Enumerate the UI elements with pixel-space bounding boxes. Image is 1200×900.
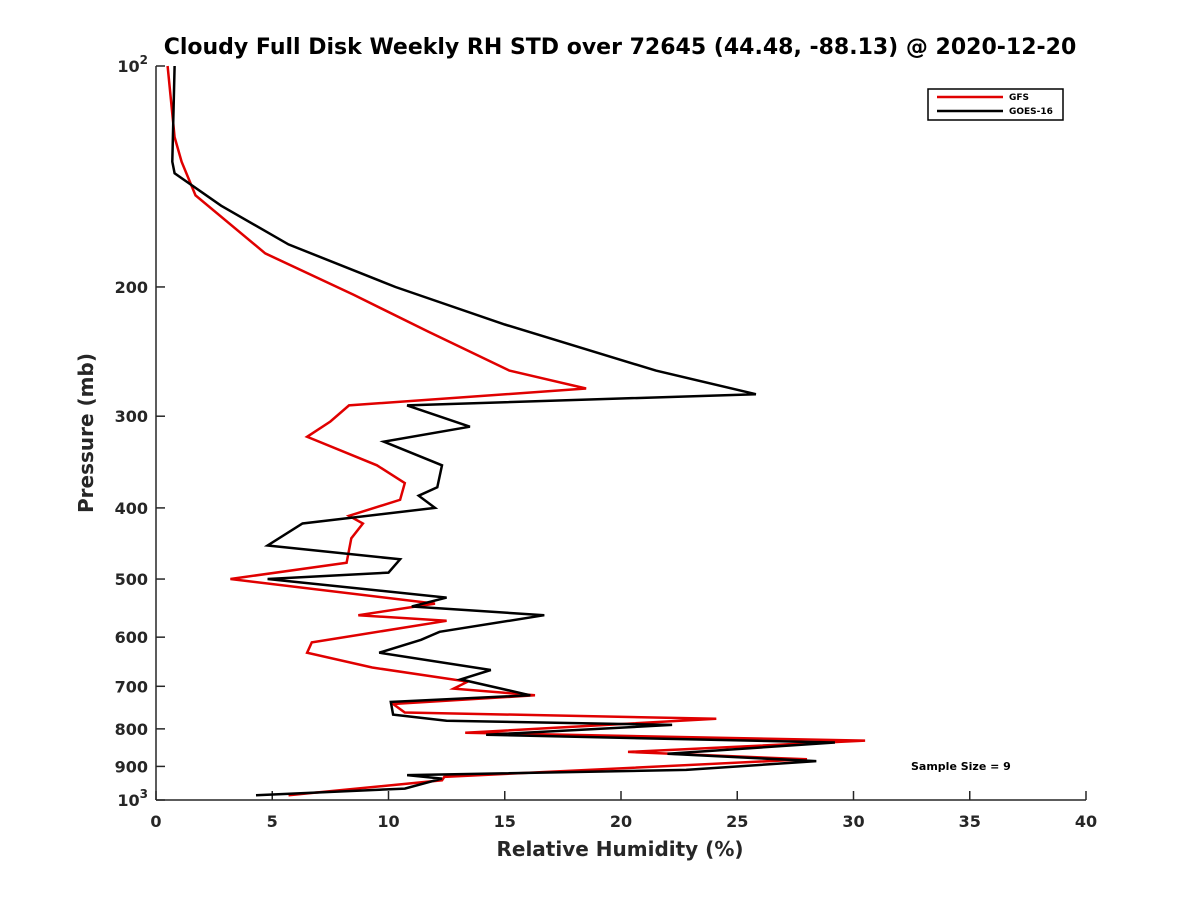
y-tick-label-exponent: 2 <box>140 53 148 67</box>
y-tick-label: 300 <box>115 407 148 426</box>
x-tick-label: 5 <box>267 812 278 831</box>
y-tick-label-base: 10 <box>117 791 139 810</box>
x-tick-label: 25 <box>726 812 748 831</box>
y-tick-label: 102 <box>117 53 148 76</box>
y-tick-label: 800 <box>115 720 148 739</box>
y-tick-label: 200 <box>115 278 148 297</box>
series-line-goes16 <box>171 65 835 797</box>
x-axis-label: Relative Humidity (%) <box>496 837 743 861</box>
y-tick-label: 400 <box>115 499 148 518</box>
sample-size-annotation: Sample Size = 9 <box>911 760 1011 773</box>
x-tick-label: 20 <box>610 812 632 831</box>
y-tick-label: 700 <box>115 677 148 696</box>
y-tick-label-base: 10 <box>117 57 139 76</box>
y-tick-label-exponent: 3 <box>140 787 148 801</box>
plot-axes <box>155 66 1086 801</box>
x-tick-label: 40 <box>1075 812 1097 831</box>
x-axis-ticks: 0 5 10 15 20 25 30 35 40 <box>150 791 1097 831</box>
x-tick-label: 30 <box>842 812 864 831</box>
chart-title: Cloudy Full Disk Weekly RH STD over 7264… <box>164 35 1077 60</box>
series-layer <box>166 65 866 797</box>
legend-label-goes16: GOES-16 <box>1009 107 1053 117</box>
legend: GFS GOES-16 <box>927 88 1064 121</box>
y-tick-label: 103 <box>117 787 148 810</box>
series-line-gfs <box>166 65 866 797</box>
y-tick-label: 900 <box>115 757 148 776</box>
x-tick-label: 10 <box>377 812 399 831</box>
x-tick-label: 0 <box>150 812 161 831</box>
y-tick-label: 500 <box>115 570 148 589</box>
legend-label-gfs: GFS <box>1009 93 1029 103</box>
legend-box <box>927 88 1064 121</box>
y-tick-label: 600 <box>115 628 148 647</box>
x-tick-label: 35 <box>959 812 981 831</box>
x-tick-label: 15 <box>494 812 516 831</box>
y-axis-label: Pressure (mb) <box>74 353 98 513</box>
